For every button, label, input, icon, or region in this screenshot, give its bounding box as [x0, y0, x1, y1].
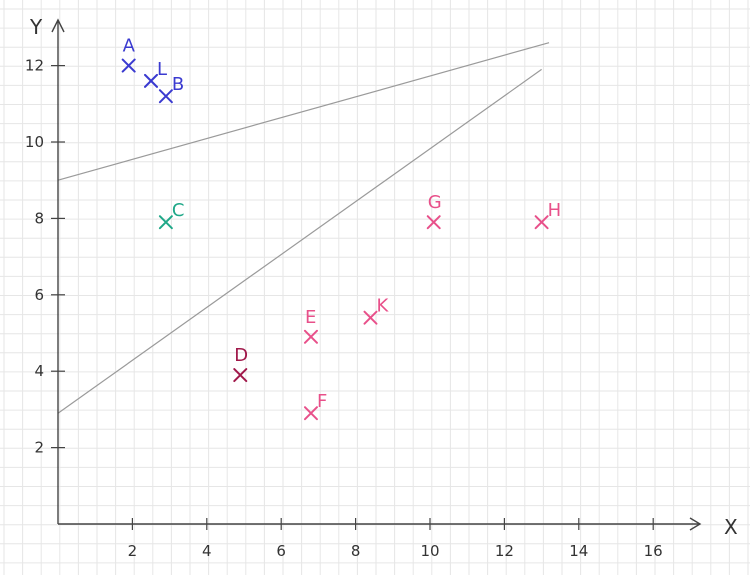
fit-line-2 [57, 68, 542, 414]
x-tick-label: 14 [569, 542, 588, 560]
point-marker-stroke [233, 368, 248, 383]
point-marker-stroke [303, 329, 318, 344]
data-point-e: E [303, 307, 318, 344]
point-marker-stroke [144, 73, 158, 88]
data-point-a: A [121, 36, 136, 73]
x-tick-label: 8 [351, 542, 361, 560]
y-axis-label: Y [29, 15, 43, 39]
point-label: B [172, 74, 184, 95]
ticks: 2 4 6 8 10 12 14 16 2 4 6 8 10 12 [25, 57, 663, 560]
point-label: E [305, 307, 316, 328]
y-tick-label: 2 [34, 439, 44, 457]
data-point-h: H [534, 200, 562, 230]
data-point-b: B [158, 74, 184, 104]
data-point-k: K [363, 296, 389, 325]
point-marker-stroke [363, 310, 378, 325]
data-point-d: D [233, 345, 248, 383]
x-tick-label: 16 [644, 542, 663, 560]
x-tick-label: 10 [420, 542, 439, 560]
y-tick-label: 6 [34, 286, 44, 304]
point-label: F [317, 391, 327, 412]
point-label: D [234, 345, 248, 366]
point-marker-stroke [534, 215, 549, 230]
point-label: H [548, 200, 562, 221]
fit-line-1 [57, 42, 550, 181]
fit-lines [57, 42, 550, 414]
point-label: L [157, 59, 167, 80]
axes: X Y [29, 15, 738, 539]
point-marker-stroke [303, 406, 318, 421]
point-marker-stroke [158, 89, 173, 104]
y-tick-label: 12 [25, 57, 44, 75]
data-points: ALB C D E F K G H [121, 36, 562, 421]
point-marker-stroke [121, 58, 136, 73]
y-tick-label: 10 [25, 133, 44, 151]
x-tick-label: 12 [495, 542, 514, 560]
x-tick-label: 6 [276, 542, 286, 560]
y-tick-label: 4 [34, 362, 44, 380]
point-label: A [123, 36, 136, 57]
point-marker-stroke [158, 215, 173, 230]
point-label: G [428, 192, 442, 213]
data-point-g: G [426, 192, 442, 230]
point-marker-stroke [426, 215, 441, 230]
data-point-f: F [303, 391, 327, 421]
y-tick-label: 8 [34, 209, 44, 227]
x-axis-label: X [724, 515, 738, 539]
x-tick-label: 4 [202, 542, 212, 560]
point-label: C [172, 200, 185, 221]
data-point-l: L [144, 59, 167, 88]
x-tick-label: 2 [128, 542, 138, 560]
data-point-c: C [158, 200, 185, 230]
point-label: K [376, 296, 389, 317]
